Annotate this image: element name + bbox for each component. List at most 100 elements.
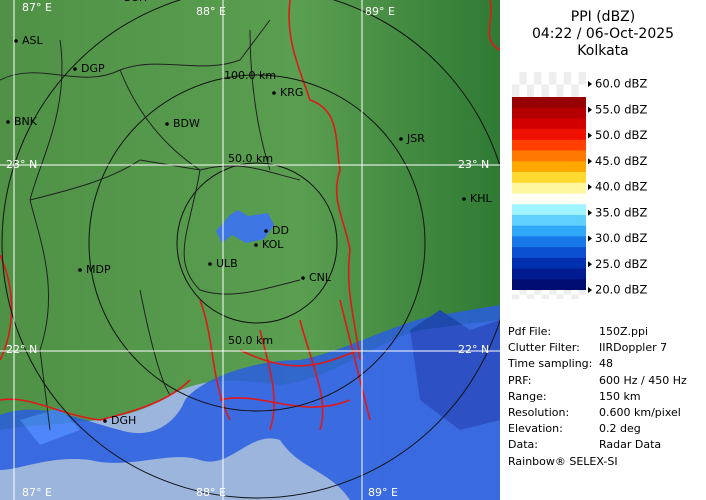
- info-row: Time sampling: 48: [508, 356, 687, 372]
- info-row: PRF: 600 Hz / 450 Hz: [508, 373, 687, 389]
- legend-swatch: [512, 182, 586, 194]
- legend-swatch: [512, 204, 586, 216]
- transparent-check: [549, 72, 557, 85]
- radar-echoes: [0, 210, 500, 500]
- transparent-check: [556, 84, 564, 97]
- legend-label: 55.0 dBZ: [595, 102, 647, 116]
- legend-pointer: [588, 106, 592, 113]
- transparent-check: [556, 290, 564, 295]
- transparent-check: [526, 294, 535, 299]
- transparent-check: [563, 294, 572, 299]
- info-row: Data: Radar Data: [508, 437, 687, 453]
- legend-pointer: [588, 81, 592, 87]
- city-label: SUR: [124, 0, 147, 4]
- city-label: ASL: [22, 34, 44, 47]
- legend-panel: PPI (dBZ) 04:22 / 06-Oct-2025 Kolkata 60…: [500, 0, 706, 500]
- transparent-check: [526, 84, 535, 97]
- transparent-check: [519, 72, 527, 85]
- grid-label: 87° E: [22, 486, 52, 499]
- legend-swatch: [512, 247, 586, 259]
- legend-label: 45.0 dBZ: [595, 154, 647, 168]
- state-borders: [0, 0, 500, 431]
- transparent-check: [571, 72, 579, 85]
- transparent-check: [578, 84, 586, 97]
- legend-label: 40.0 dBZ: [595, 180, 647, 194]
- transparent-check: [541, 72, 549, 85]
- legend-swatch: [512, 139, 586, 151]
- transparent-check: [512, 72, 520, 85]
- grid-label: 87° E: [22, 1, 52, 14]
- grid-label: 89° E: [365, 5, 395, 18]
- city-label: KOL: [262, 238, 284, 251]
- info-value: Radar Data: [599, 438, 662, 452]
- info-key: Elevation:: [508, 422, 563, 436]
- info-value: IIRDoppler 7: [599, 341, 668, 355]
- legend-label: 60.0 dBZ: [595, 77, 647, 91]
- transparent-check: [519, 294, 527, 299]
- legend-pointer: [588, 184, 592, 190]
- city-dot: [462, 197, 466, 201]
- info-value: 0.2 deg: [599, 422, 641, 436]
- city-label: MDP: [86, 263, 111, 276]
- legend-label: 50.0 dBZ: [595, 128, 647, 142]
- legend-pointer: [588, 209, 592, 216]
- legend-label: 25.0 dBZ: [595, 257, 647, 271]
- transparent-check: [571, 294, 579, 299]
- vendor-footer: Rainbow® SELEX-SI: [508, 454, 618, 468]
- info-key: Time sampling:: [508, 357, 593, 371]
- city-dot: [73, 67, 77, 71]
- legend-swatch: [512, 214, 586, 226]
- legend-pointer: [588, 287, 592, 293]
- city-label: BNK: [14, 115, 38, 128]
- grid-label: 88° E: [196, 486, 226, 499]
- transparent-check: [519, 84, 527, 97]
- transparent-check: [541, 290, 549, 295]
- legend-swatch: [512, 268, 586, 280]
- city-label: JSR: [406, 132, 425, 145]
- color-legend: 60.0 dBZ 55.0 dBZ 50.0 dBZ 45.0 dBZ 40.0 dBZ…: [512, 72, 647, 299]
- legend-swatch: [512, 225, 586, 237]
- city-dot: [264, 229, 268, 233]
- legend-label: 20.0 dBZ: [595, 283, 647, 297]
- info-row: Pdf File: 150Z.ppi: [508, 324, 687, 340]
- city-label: KRG: [280, 86, 303, 99]
- transparent-check: [571, 290, 579, 295]
- city-dot: [301, 276, 305, 280]
- transparent-check: [556, 294, 564, 299]
- range-rings: [1, 0, 500, 499]
- info-row: Elevation: 0.2 deg: [508, 421, 687, 437]
- legend-swatch: [512, 257, 586, 269]
- city-dot: [78, 268, 82, 272]
- legend-pointer: [588, 132, 592, 139]
- legend-swatch: [512, 150, 586, 162]
- city-dot: [208, 262, 212, 266]
- city-dot: [14, 39, 18, 43]
- city-label: ULB: [216, 257, 238, 270]
- info-value: 150Z.ppi: [599, 325, 649, 338]
- info-value: 150 km: [599, 389, 641, 403]
- legend-swatch: [512, 118, 586, 130]
- legend-swatch: [512, 129, 586, 141]
- legend-swatch: [512, 161, 586, 173]
- transparent-check: [578, 290, 586, 295]
- city-dot: [165, 122, 169, 126]
- transparent-check: [526, 72, 535, 85]
- info-value: 600 Hz / 450 Hz: [599, 373, 687, 387]
- city-label: DGH: [111, 414, 136, 427]
- city-label: DD: [272, 224, 289, 237]
- city-label: DGP: [81, 62, 105, 75]
- scan-info: Pdf File: 150Z.ppi Clutter Filter: IIRDoppl…: [508, 324, 687, 470]
- range-label: 50.0 km: [228, 152, 273, 165]
- station-name: Kolkata: [577, 43, 629, 59]
- transparent-check: [541, 294, 549, 299]
- info-key: PRF:: [508, 373, 532, 387]
- city-label: CNL: [309, 271, 332, 284]
- grid-label: 88° E: [196, 5, 226, 18]
- transparent-check: [534, 290, 542, 295]
- transparent-check: [534, 84, 542, 97]
- transparent-check: [571, 84, 579, 97]
- transparent-check: [563, 290, 572, 295]
- grid-label: 22° N: [6, 343, 37, 356]
- transparent-check: [526, 290, 535, 295]
